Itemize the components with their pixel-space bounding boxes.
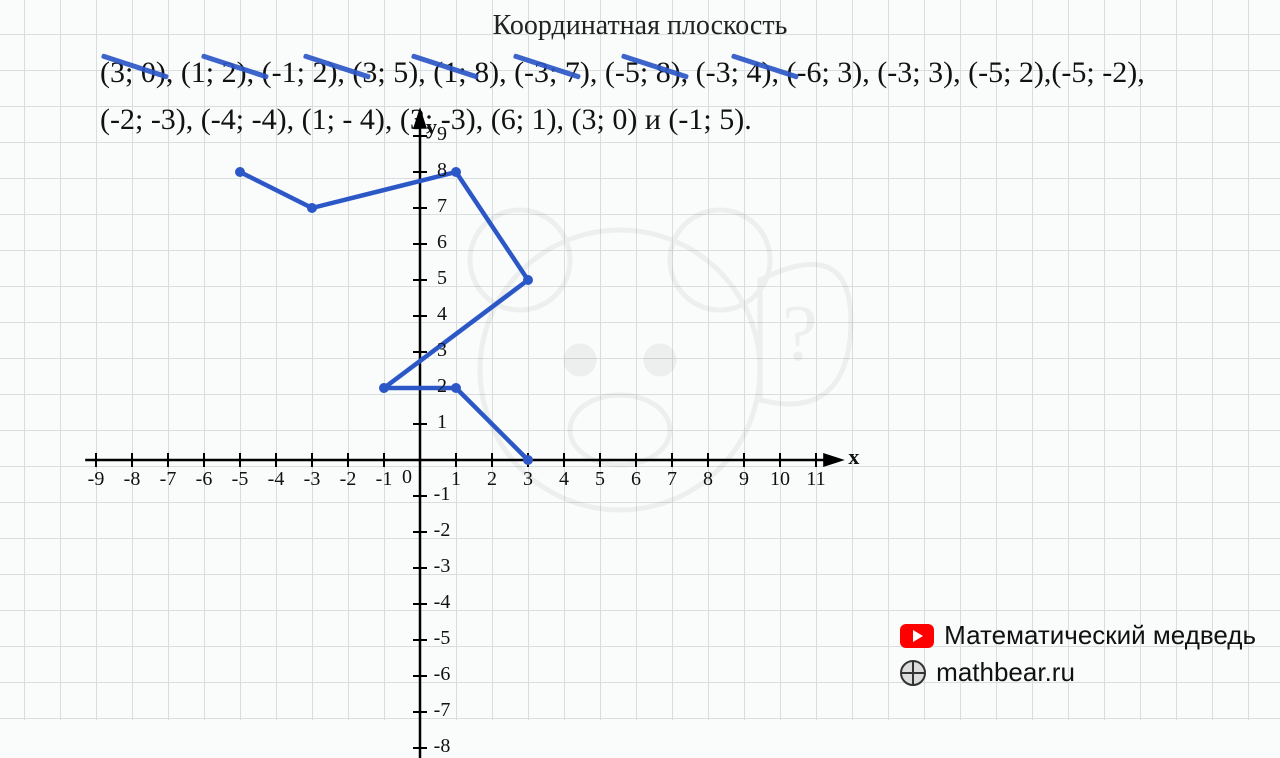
youtube-icon xyxy=(900,624,934,648)
tick-label: -7 xyxy=(428,699,456,722)
tick-label: -2 xyxy=(333,468,363,491)
tick-label: -5 xyxy=(428,627,456,650)
youtube-text: Математический медведь xyxy=(944,620,1256,651)
tick-label: 1 xyxy=(428,411,456,434)
globe-icon xyxy=(900,660,926,686)
tick-label: 0 xyxy=(398,466,416,489)
tick-label: 8 xyxy=(693,468,723,491)
tick-label: -7 xyxy=(153,468,183,491)
tick-label: -4 xyxy=(428,591,456,614)
tick-label: -4 xyxy=(261,468,291,491)
tick-label: -6 xyxy=(189,468,219,491)
tick-label: -3 xyxy=(428,555,456,578)
tick-label: 5 xyxy=(428,267,456,290)
tick-label: -1 xyxy=(428,483,456,506)
tick-label: 7 xyxy=(657,468,687,491)
tick-label: -6 xyxy=(428,663,456,686)
tick-label: 3 xyxy=(513,468,543,491)
tick-label: 10 xyxy=(765,468,795,491)
youtube-row: Математический медведь xyxy=(900,620,1256,651)
tick-label: -1 xyxy=(369,468,399,491)
tick-label: 9 xyxy=(729,468,759,491)
tick-label: 2 xyxy=(477,468,507,491)
tick-label: 2 xyxy=(428,375,456,398)
tick-label: -5 xyxy=(225,468,255,491)
tick-label: 6 xyxy=(428,231,456,254)
site-row: mathbear.ru xyxy=(900,657,1256,688)
tick-label: -3 xyxy=(297,468,327,491)
branding: Математический медведь mathbear.ru xyxy=(900,620,1256,688)
tick-label: 8 xyxy=(428,159,456,182)
page-title: Координатная плоскость xyxy=(0,10,1280,42)
site-text: mathbear.ru xyxy=(936,657,1075,688)
tick-label: 6 xyxy=(621,468,651,491)
tick-label: 3 xyxy=(428,339,456,362)
coordinate-chart: -9-8-7-6-5-4-3-2-11234567891011-8-7-6-5-… xyxy=(80,145,880,725)
tick-label: 11 xyxy=(801,468,831,491)
tick-label: -9 xyxy=(81,468,111,491)
tick-label: 7 xyxy=(428,195,456,218)
tick-label: -8 xyxy=(117,468,147,491)
x-axis-label: x xyxy=(848,444,859,470)
tick-label: 4 xyxy=(428,303,456,326)
tick-label: 5 xyxy=(585,468,615,491)
tick-label: -2 xyxy=(428,519,456,542)
y-axis-label: y xyxy=(426,114,437,140)
tick-label: -8 xyxy=(428,735,456,758)
tick-label: 4 xyxy=(549,468,579,491)
